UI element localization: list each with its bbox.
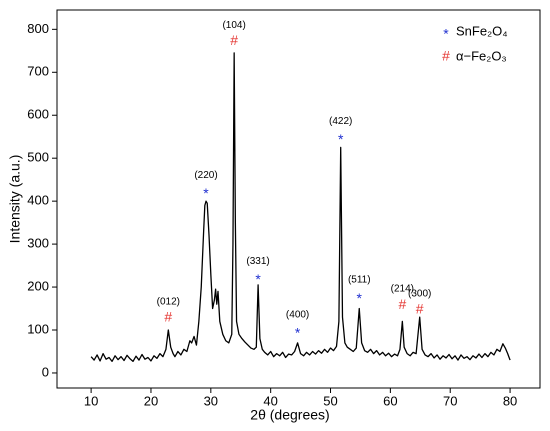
peak-label: (422) xyxy=(329,116,352,127)
peak-label: (400) xyxy=(286,310,309,321)
x-tick-label: 50 xyxy=(323,393,337,408)
peak-symbol: * xyxy=(203,185,209,201)
peak-label: (104) xyxy=(222,20,245,31)
x-tick-label: 80 xyxy=(503,393,517,408)
x-tick-label: 60 xyxy=(383,393,397,408)
y-axis-label: Intensity (a.u.) xyxy=(7,155,23,244)
peak-symbol: * xyxy=(255,271,261,287)
y-tick-label: 100 xyxy=(27,321,49,336)
y-tick-label: 500 xyxy=(27,150,49,165)
y-tick-label: 300 xyxy=(27,236,49,251)
y-tick-label: 0 xyxy=(42,364,49,379)
legend-label: SnFe₂O₄ xyxy=(456,23,508,38)
peak-label: (331) xyxy=(246,256,269,267)
legend-symbol: * xyxy=(443,26,449,42)
x-axis-label: 2θ (degrees) xyxy=(250,407,329,423)
x-tick-label: 30 xyxy=(204,393,218,408)
peak-label: (012) xyxy=(157,297,180,308)
peak-label: (511) xyxy=(348,275,371,286)
peak-symbol: * xyxy=(338,131,344,147)
x-tick-label: 70 xyxy=(443,393,457,408)
y-tick-label: 200 xyxy=(27,278,49,293)
peak-symbol: # xyxy=(164,309,172,325)
y-tick-label: 800 xyxy=(27,21,49,36)
peak-symbol: * xyxy=(357,290,363,306)
y-tick-label: 400 xyxy=(27,193,49,208)
peak-symbol: # xyxy=(398,296,406,312)
peak-label: (214) xyxy=(391,284,414,295)
x-tick-label: 40 xyxy=(263,393,277,408)
legend-symbol: # xyxy=(442,48,450,64)
peak-label: (220) xyxy=(194,170,217,181)
plot-frame xyxy=(56,9,541,389)
y-tick-label: 600 xyxy=(27,107,49,122)
x-tick-label: 10 xyxy=(84,393,98,408)
peak-symbol: * xyxy=(295,325,301,341)
peak-symbol: # xyxy=(230,32,238,48)
data-line xyxy=(90,52,511,363)
peak-symbol: # xyxy=(416,301,424,317)
legend-label: α−Fe₂O₃ xyxy=(456,48,507,63)
x-tick-label: 20 xyxy=(144,393,158,408)
peak-label: (300) xyxy=(408,288,431,299)
y-tick-label: 700 xyxy=(27,64,49,79)
